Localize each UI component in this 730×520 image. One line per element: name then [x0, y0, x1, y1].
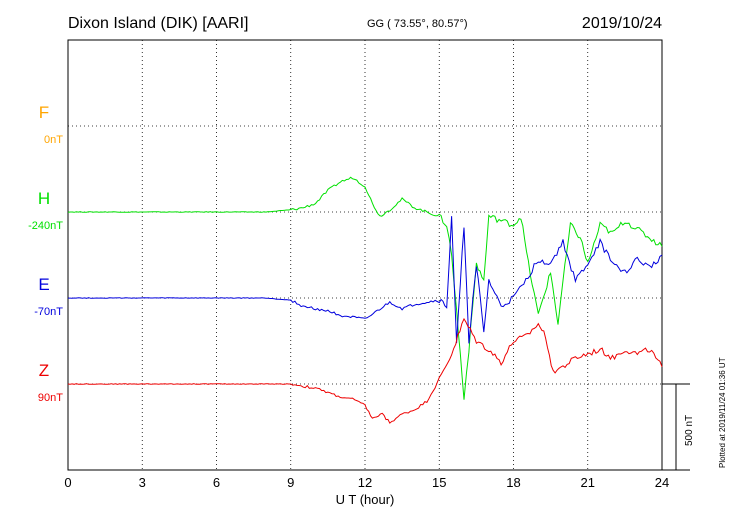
x-axis-label: U T (hour)	[336, 492, 395, 507]
scale-bar	[662, 383, 690, 471]
x-tick-label: 18	[506, 475, 520, 490]
series-baseline-Z: 90nT	[38, 392, 63, 404]
series-baseline-E: -70nT	[34, 306, 63, 318]
x-tick-label: 24	[655, 475, 669, 490]
series-baseline-F: 0nT	[44, 134, 63, 146]
series-label-Z: Z	[39, 361, 49, 380]
x-tick-label: 9	[287, 475, 294, 490]
series-line-H	[67, 176, 663, 400]
series-line-E	[68, 216, 663, 344]
series-label-F: F	[39, 103, 49, 122]
x-tick-label: 21	[581, 475, 595, 490]
x-tick-labels: 0 3 6 9 12 15 18 21 24	[64, 475, 669, 490]
x-tick-label: 0	[64, 475, 71, 490]
plotted-timestamp: Plotted at 2019/11/24 01:36 UT	[718, 357, 727, 468]
coords-label: GG ( 73.55°, 80.57°)	[367, 18, 468, 30]
x-tick-label: 6	[213, 475, 220, 490]
x-tick-label: 3	[139, 475, 146, 490]
series-label-H: H	[38, 189, 50, 208]
station-title: Dixon Island (DIK) [AARI]	[68, 15, 249, 32]
x-tick-label: 12	[358, 475, 372, 490]
date-label: 2019/10/24	[582, 15, 662, 32]
x-tick-label: 15	[432, 475, 446, 490]
series-line-Z	[67, 317, 663, 424]
series-labels: F 0nT H -240nT E -70nT Z 90nT	[28, 103, 63, 404]
series-baseline-H: -240nT	[28, 220, 63, 232]
series-label-E: E	[38, 275, 49, 294]
grid-lines	[68, 40, 662, 470]
data-traces	[67, 176, 663, 424]
scale-bar-label: 500 nT	[684, 415, 695, 446]
